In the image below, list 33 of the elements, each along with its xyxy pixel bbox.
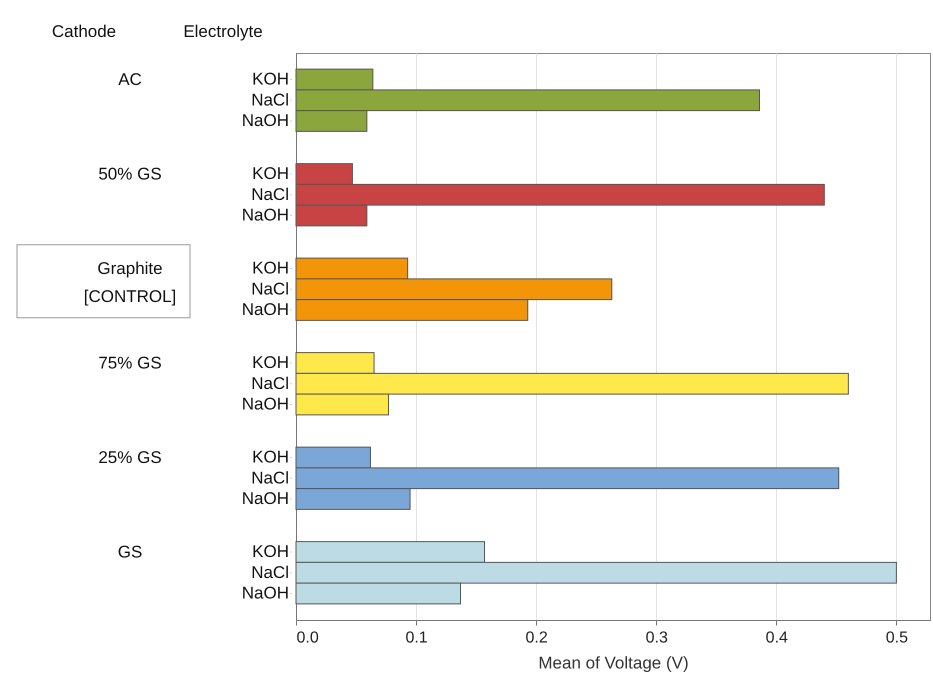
series-label: NaCl: [251, 90, 289, 110]
text: NaCl: [251, 562, 289, 582]
x-tick-label: 0.5: [886, 630, 908, 646]
y-tick-label: 50% GS: [98, 164, 162, 184]
text: KOH: [252, 258, 289, 278]
text: KOH: [252, 352, 289, 372]
x-tick-label: 0.3: [646, 630, 668, 646]
text: KOH: [252, 542, 289, 561]
text: NaOH: [242, 394, 289, 414]
text: NaCl: [251, 279, 289, 298]
y-axis-title: Cathode: [52, 22, 116, 41]
text: NaCl: [251, 184, 289, 204]
x-tick-label: 0.0: [296, 630, 319, 646]
x-tick-label: 0.4: [766, 630, 788, 646]
y-tick-label: GS: [118, 542, 142, 562]
y-tick-label: AC: [118, 70, 142, 90]
y-tick-label: 25% GS: [98, 448, 162, 468]
text: NaOH: [242, 489, 289, 508]
text: KOH: [252, 447, 289, 466]
x-tick-label: 0.2: [526, 630, 548, 646]
x-axis-title: Mean of Voltage (V): [538, 654, 689, 672]
text: KOH: [252, 164, 289, 183]
text: NaCl: [251, 468, 289, 488]
series-label: KOH: [252, 69, 289, 88]
series-label: NaOH: [242, 111, 289, 130]
text: NaOH: [242, 584, 289, 603]
text: NaOH: [242, 300, 289, 320]
y-tick-label: 75% GS: [98, 354, 162, 373]
y-tick-label: Graphite [CONTROL]: [84, 259, 176, 306]
text: NaCl: [251, 374, 289, 393]
x-tick-label: 0.1: [405, 630, 428, 646]
text: NaOH: [242, 206, 289, 225]
legend-title: Electrolyte: [183, 22, 263, 41]
